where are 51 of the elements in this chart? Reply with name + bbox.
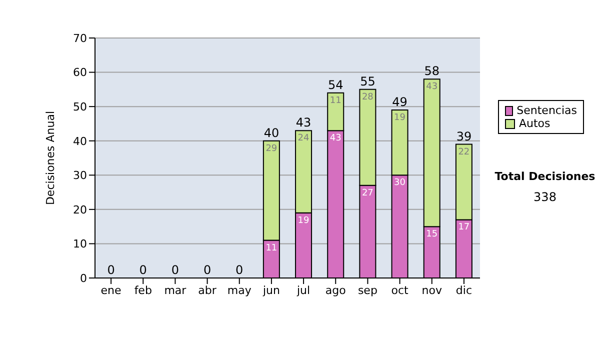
data-label: 15 [426, 230, 438, 240]
data-label: 24 [298, 134, 310, 144]
total-label: 55 [360, 74, 376, 88]
x-tick-label: jun [262, 284, 280, 297]
legend-label: Sentencias [516, 104, 577, 117]
x-tick-label: abr [198, 284, 217, 297]
y-tick-label: 20 [73, 203, 87, 216]
data-label: 17 [458, 222, 470, 233]
x-tick-label: jul [296, 284, 310, 297]
data-label: 11 [266, 243, 278, 254]
total-label: 0 [236, 263, 244, 277]
data-label: 30 [394, 178, 406, 188]
legend-label: Autos [519, 117, 550, 130]
y-tick-label: 0 [80, 272, 87, 285]
y-tick-label: 50 [73, 100, 87, 114]
x-tick-label: ene [100, 284, 122, 297]
text: Total Decisiones [494, 170, 596, 183]
x-tick-label: feb [134, 284, 152, 297]
y-axis-title: Decisiones Anual [44, 110, 57, 206]
total-label: 0 [107, 263, 115, 277]
data-label: 19 [394, 113, 406, 123]
total-label: 0 [203, 263, 212, 277]
data-label: 22 [458, 147, 470, 158]
y-tick-label: 60 [73, 66, 87, 80]
total-label: 54 [328, 78, 344, 92]
data-label: 11 [330, 96, 342, 106]
y-tick-label: 30 [73, 169, 87, 182]
x-tick-label: dic [456, 284, 472, 297]
y-tick-label: 10 [73, 238, 87, 251]
total-label: 39 [456, 129, 472, 144]
text: 338 [532, 190, 558, 204]
total-label: 40 [264, 126, 280, 140]
data-label: 28 [362, 92, 374, 102]
x-tick-label: mar [164, 284, 187, 297]
x-tick-label: ago [325, 284, 346, 297]
x-tick-label: oct [391, 284, 410, 297]
total-label: 0 [139, 263, 147, 277]
data-label: 43 [426, 82, 438, 92]
data-label: 27 [362, 188, 374, 198]
x-tick-label: nov [422, 284, 442, 297]
total-label: 43 [296, 116, 312, 130]
total-label: 0 [171, 263, 180, 277]
data-label: 19 [298, 216, 310, 226]
x-tick-label: may [227, 284, 252, 297]
y-tick-label: 40 [73, 134, 87, 148]
total-label: 49 [392, 95, 408, 109]
total-label: 58 [424, 64, 440, 78]
data-label: 43 [330, 134, 342, 144]
x-tick-label: sep [358, 284, 378, 297]
y-tick-label: 70 [73, 32, 87, 45]
data-label: 29 [266, 144, 278, 154]
